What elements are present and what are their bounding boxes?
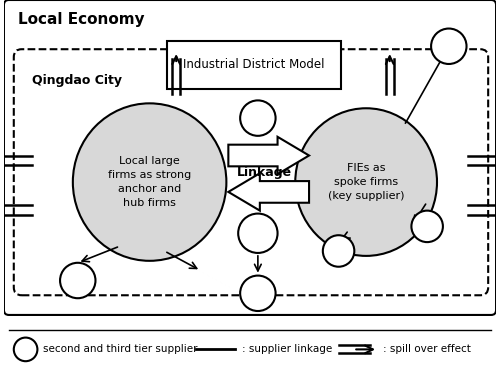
Polygon shape xyxy=(228,173,309,211)
Text: Local large
firms as strong
anchor and
hub firms: Local large firms as strong anchor and h… xyxy=(108,156,191,208)
Text: Local Economy: Local Economy xyxy=(18,12,144,27)
Text: Industrial District Model: Industrial District Model xyxy=(183,58,324,71)
Text: : supplier linkage: : supplier linkage xyxy=(242,344,332,355)
Ellipse shape xyxy=(73,103,227,261)
Ellipse shape xyxy=(240,276,276,311)
FancyBboxPatch shape xyxy=(4,0,496,315)
Ellipse shape xyxy=(240,100,276,136)
Ellipse shape xyxy=(431,28,466,64)
Ellipse shape xyxy=(60,263,96,298)
Ellipse shape xyxy=(14,338,38,361)
Ellipse shape xyxy=(296,108,437,256)
Polygon shape xyxy=(228,137,309,174)
Text: FIEs as
spoke firms
(key supplier): FIEs as spoke firms (key supplier) xyxy=(328,163,404,201)
Text: second and third tier supplier: second and third tier supplier xyxy=(44,344,198,355)
Text: Linkage: Linkage xyxy=(237,166,292,179)
Ellipse shape xyxy=(412,211,443,242)
Ellipse shape xyxy=(238,214,278,253)
Text: Qingdao City: Qingdao City xyxy=(32,74,122,87)
Text: : spill over effect: : spill over effect xyxy=(383,344,470,355)
FancyBboxPatch shape xyxy=(168,42,340,89)
Ellipse shape xyxy=(323,235,354,267)
